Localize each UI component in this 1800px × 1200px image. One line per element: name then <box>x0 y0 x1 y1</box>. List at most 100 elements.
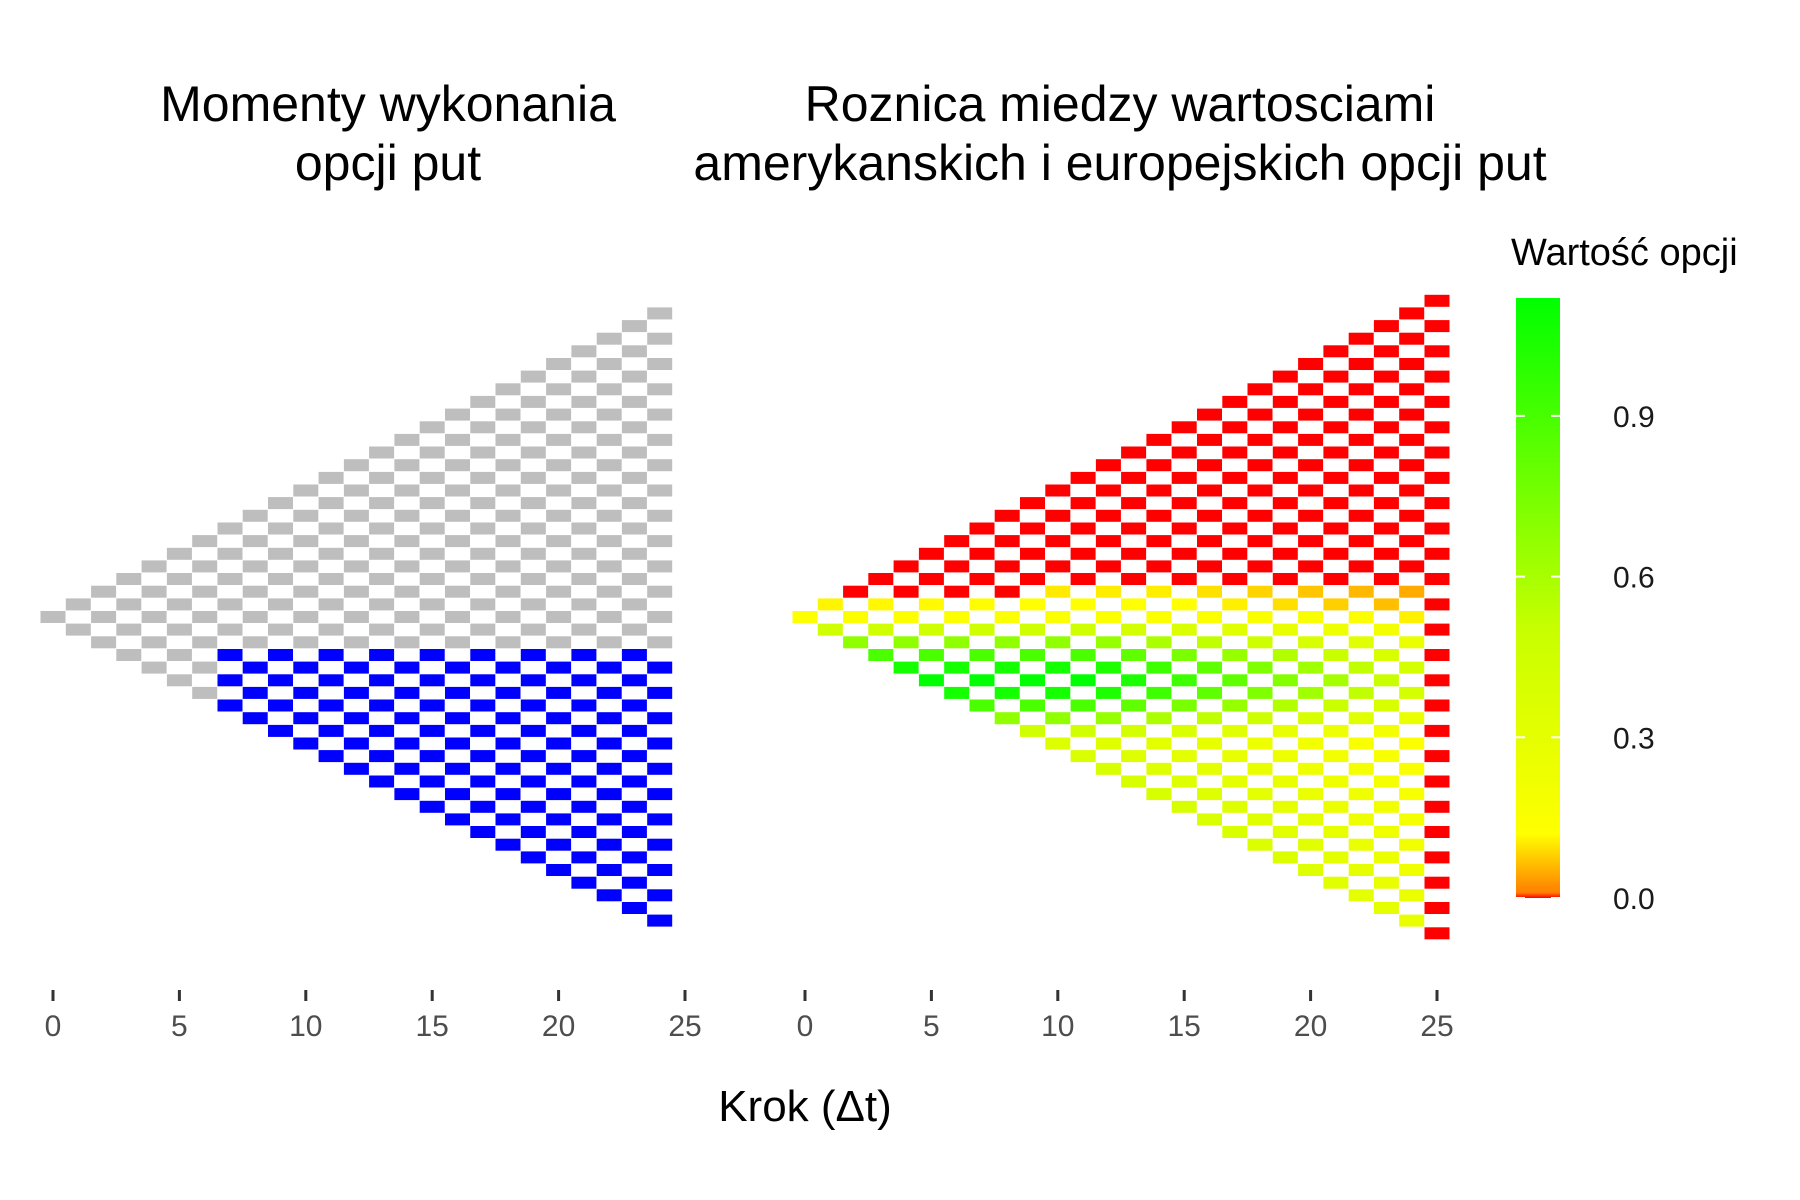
colorbar <box>1516 298 1560 898</box>
value-difference-node <box>1272 699 1298 712</box>
continuation-node <box>318 471 344 484</box>
exercise-node <box>419 750 445 763</box>
value-difference-node <box>1373 598 1399 611</box>
continuation-node <box>116 573 142 585</box>
value-difference-node <box>1146 712 1172 725</box>
value-difference-node <box>1247 737 1273 750</box>
exercise-node <box>520 724 546 737</box>
exercise-node <box>470 649 496 661</box>
value-difference-node <box>1070 623 1096 636</box>
continuation-node <box>419 598 445 611</box>
value-difference-node <box>969 623 995 636</box>
continuation-node <box>621 471 647 484</box>
continuation-node <box>394 509 420 522</box>
exercise-node <box>621 674 647 687</box>
exercise-node <box>268 724 293 737</box>
continuation-node <box>268 497 293 510</box>
value-difference-node <box>994 712 1020 725</box>
continuation-node <box>192 585 218 598</box>
exercise-node <box>571 775 597 788</box>
continuation-node <box>647 383 673 396</box>
continuation-node <box>192 686 218 699</box>
value-difference-node <box>1222 573 1248 585</box>
continuation-node <box>293 484 319 497</box>
continuation-node <box>596 358 622 370</box>
value-difference-node <box>1323 471 1349 484</box>
value-difference-node <box>1399 788 1425 801</box>
continuation-node <box>571 421 597 434</box>
continuation-node <box>495 408 521 421</box>
continuation-node <box>166 649 192 661</box>
continuation-node <box>419 497 445 510</box>
continuation-node <box>470 446 496 459</box>
exercise-node <box>621 699 647 712</box>
continuation-node <box>369 497 395 510</box>
right-panel-title-line-1: Roznica miedzy wartosciami <box>805 76 1436 132</box>
value-difference-node <box>1323 370 1349 383</box>
value-difference-node <box>1121 598 1147 611</box>
exercise-node <box>546 813 572 826</box>
exercise-node <box>419 674 445 687</box>
continuation-node <box>116 649 142 661</box>
continuation-node <box>40 611 66 623</box>
continuation-node <box>621 573 647 585</box>
value-difference-node <box>1323 800 1349 813</box>
continuation-node <box>571 598 597 611</box>
value-difference-node <box>1348 332 1374 345</box>
value-difference-node <box>1348 762 1374 775</box>
value-difference-node <box>1373 826 1399 838</box>
exercise-node <box>571 876 597 889</box>
value-difference-node <box>1323 345 1349 358</box>
exercise-node <box>520 649 546 661</box>
exercise-node <box>520 800 546 813</box>
value-difference-node <box>1197 788 1222 801</box>
value-difference-node <box>1399 307 1425 320</box>
value-difference-node <box>1399 484 1425 497</box>
exercise-node <box>217 649 243 661</box>
value-difference-node <box>1020 649 1045 661</box>
exercise-node <box>546 864 572 876</box>
value-difference-node <box>1424 497 1450 510</box>
exercise-node <box>571 649 597 661</box>
value-difference-node <box>1399 611 1425 623</box>
continuation-node <box>268 573 293 585</box>
value-difference-node <box>1197 636 1222 649</box>
continuation-node <box>268 623 293 636</box>
right-x-tick-label: 20 <box>1294 1010 1327 1043</box>
value-difference-node <box>1247 636 1273 649</box>
value-difference-node <box>1222 826 1248 838</box>
continuation-node <box>268 522 293 535</box>
continuation-node <box>621 395 647 408</box>
continuation-node <box>318 623 344 636</box>
left-x-tick-label: 25 <box>668 1010 701 1043</box>
exercise-node <box>419 800 445 813</box>
value-difference-node <box>1348 864 1374 876</box>
exercise-node <box>268 649 293 661</box>
value-difference-node <box>1146 433 1172 446</box>
value-difference-node <box>1373 320 1399 333</box>
continuation-node <box>141 611 167 623</box>
value-difference-node <box>1298 813 1324 826</box>
value-difference-node <box>1373 800 1399 813</box>
continuation-node <box>192 636 218 649</box>
continuation-node <box>242 585 268 598</box>
continuation-node <box>419 522 445 535</box>
exercise-node <box>495 686 521 699</box>
colorbar-tick-label: 0.0 <box>1613 883 1655 916</box>
value-difference-node <box>1171 674 1197 687</box>
exercise-node <box>445 737 470 750</box>
value-difference-node <box>1020 724 1045 737</box>
value-difference-node <box>1247 611 1273 623</box>
colorbar-title: Wartość opcji <box>1511 232 1738 274</box>
exercise-node <box>647 762 673 775</box>
exercise-node <box>369 649 395 661</box>
value-difference-node <box>1247 383 1273 396</box>
continuation-node <box>445 459 470 472</box>
continuation-node <box>166 674 192 687</box>
exercise-node <box>495 737 521 750</box>
exercise-node <box>343 661 369 674</box>
exercise-node <box>495 838 521 851</box>
value-difference-node <box>1399 914 1425 927</box>
exercise-node <box>621 750 647 763</box>
value-difference-node <box>1247 788 1273 801</box>
